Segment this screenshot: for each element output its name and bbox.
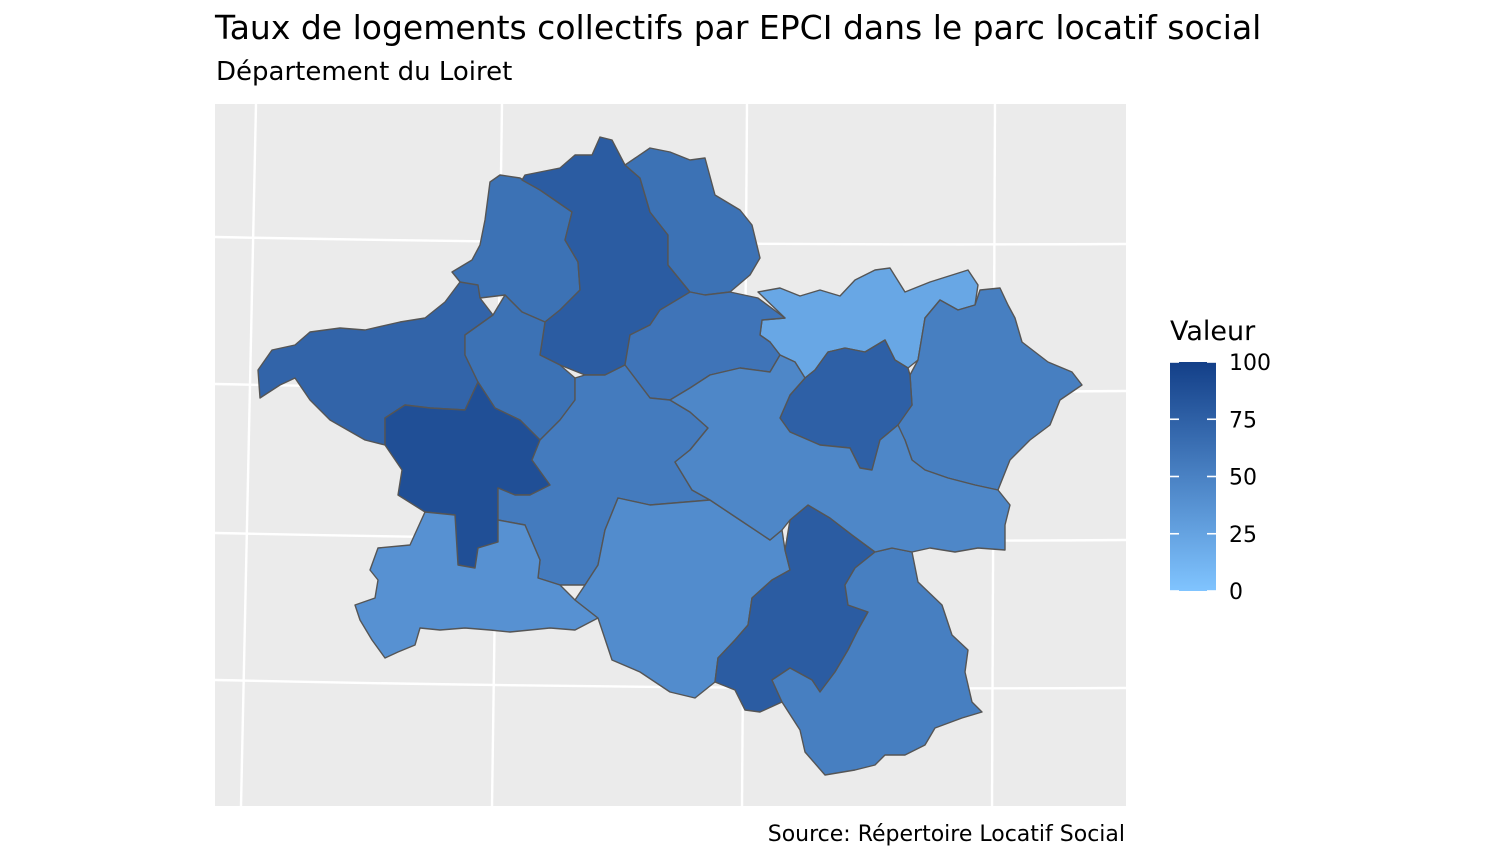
legend-title: Valeur <box>1170 316 1256 347</box>
legend-labels: 100 75 50 25 0 <box>1229 351 1271 605</box>
chart-title: Taux de logements collectifs par EPCI da… <box>215 8 1262 47</box>
epci-south-west <box>354 511 599 659</box>
epci-regions <box>257 136 1083 776</box>
epci-north-east-a <box>624 147 761 296</box>
legend-tick-label-100: 100 <box>1229 351 1271 376</box>
legend-tick-label-25: 25 <box>1229 523 1257 548</box>
legend-tick-label-75: 75 <box>1229 408 1257 433</box>
legend-ticks <box>1170 361 1216 592</box>
legend-tick-label-0: 0 <box>1229 580 1243 605</box>
legend-tick-label-50: 50 <box>1229 466 1257 491</box>
graticule-meridian-1 <box>239 103 258 807</box>
epci-middle-east <box>669 354 1011 553</box>
chart-subtitle: Département du Loiret <box>216 57 513 87</box>
chart-caption: Source: Répertoire Locatif Social <box>767 822 1125 847</box>
epci-south-east-b <box>771 547 983 776</box>
